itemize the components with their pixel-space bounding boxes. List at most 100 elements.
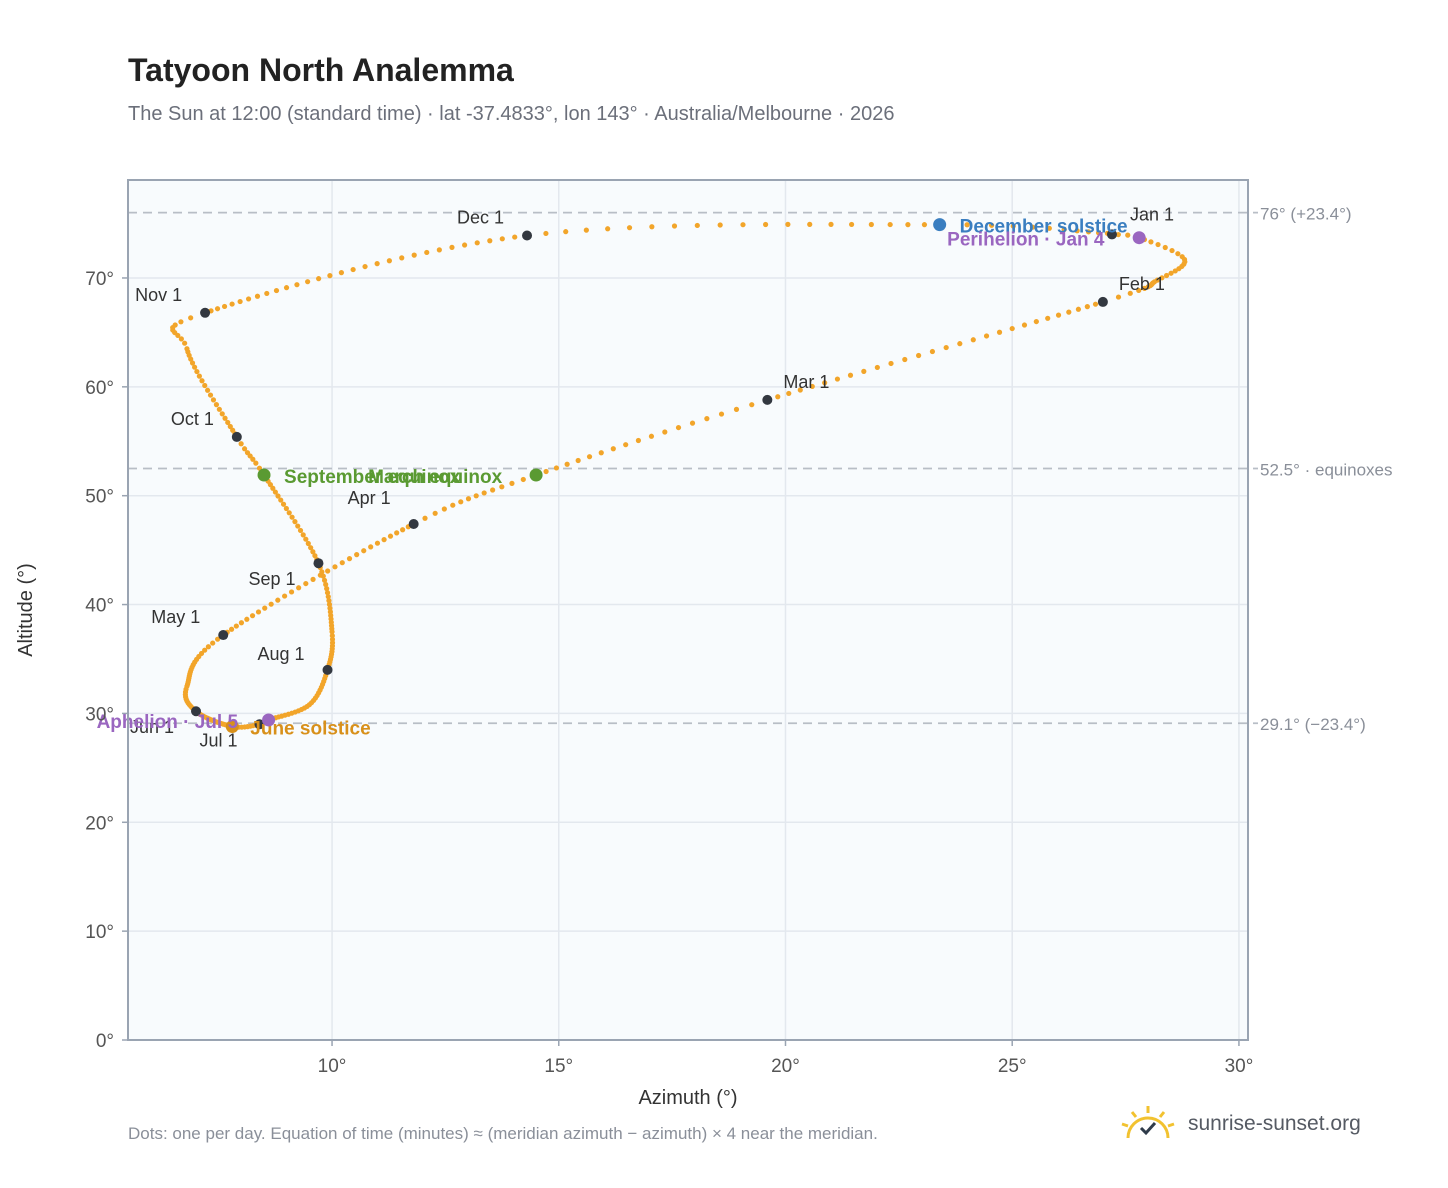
sun-check-icon <box>1121 1106 1175 1139</box>
x-tick-label: 15° <box>544 1056 573 1077</box>
day-dot <box>354 552 360 558</box>
day-dot <box>1127 290 1133 296</box>
day-dot <box>718 411 725 417</box>
x-tick-label: 25° <box>998 1056 1027 1077</box>
day-dot <box>319 569 325 575</box>
day-dot <box>441 506 447 512</box>
month-marker <box>762 394 773 405</box>
day-dot <box>178 336 184 342</box>
day-dot <box>207 392 214 398</box>
day-dot <box>704 416 710 422</box>
day-dot <box>487 238 493 244</box>
day-dot <box>244 616 250 622</box>
y-tick-label: 20° <box>85 813 114 834</box>
day-dot <box>361 548 367 554</box>
day-dot <box>610 446 616 452</box>
day-dot <box>1141 285 1148 291</box>
day-dot <box>374 540 381 546</box>
y-tick-label: 60° <box>85 378 114 399</box>
event-label: March equinox <box>368 467 503 488</box>
day-dot <box>983 333 990 339</box>
day-dot <box>916 352 922 359</box>
day-dot <box>1095 230 1102 236</box>
day-dot <box>210 397 217 403</box>
day-dot <box>861 368 867 374</box>
day-dot <box>1159 275 1165 281</box>
day-dot <box>929 348 936 355</box>
day-dot <box>449 244 455 250</box>
event-label: September equinox <box>284 467 461 488</box>
month-label: Mar 1 <box>783 372 829 392</box>
month-label: Jan 1 <box>1130 204 1174 224</box>
day-dot <box>262 605 268 611</box>
day-dot <box>326 598 332 604</box>
day-dot <box>325 594 331 600</box>
month-label: Aug 1 <box>258 644 305 664</box>
day-dot <box>387 533 394 539</box>
plot-frame <box>127 179 1249 1041</box>
day-dot <box>635 437 642 444</box>
day-dot <box>694 222 700 229</box>
day-dot <box>282 593 288 599</box>
day-dot <box>828 221 834 227</box>
day-dot <box>196 373 202 379</box>
day-dot <box>278 497 284 503</box>
day-dot <box>295 523 301 529</box>
month-marker <box>254 719 265 730</box>
day-dot <box>213 402 220 408</box>
day-dot <box>689 420 696 426</box>
day-dot <box>1066 309 1072 315</box>
day-dot <box>943 344 949 351</box>
y-tick-label: 0° <box>96 1031 114 1052</box>
day-dot <box>1115 231 1121 238</box>
reference-lines: 76° (+23.4°) 52.5° · equinoxes 29.1° (−23.… <box>128 205 1393 734</box>
day-dot <box>386 258 392 264</box>
day-dot <box>605 226 611 232</box>
day-dot <box>241 446 248 452</box>
day-dot <box>1010 223 1016 229</box>
month-marker <box>522 230 533 241</box>
event-marker <box>933 218 947 232</box>
day-dot <box>205 387 211 393</box>
day-dot <box>996 329 1003 335</box>
day-dot <box>957 341 963 347</box>
day-dot <box>575 457 581 464</box>
month-marker <box>1097 296 1108 307</box>
day-dot <box>797 387 803 393</box>
day-dot <box>192 364 198 370</box>
day-dot <box>272 489 278 495</box>
day-dot <box>623 442 629 448</box>
day-dot <box>717 222 723 228</box>
day-dot <box>275 597 281 603</box>
day-dot <box>233 623 239 629</box>
day-dot <box>238 620 245 626</box>
day-dot <box>329 636 336 642</box>
day-dot <box>188 315 194 321</box>
day-dot <box>1168 270 1174 276</box>
day-dot <box>222 415 228 421</box>
day-dot <box>381 537 387 543</box>
y-tick-label: 50° <box>85 487 114 508</box>
day-dot <box>264 290 270 297</box>
day-dot <box>964 222 970 228</box>
day-dot <box>436 247 442 253</box>
day-dot <box>868 221 874 228</box>
day-dot <box>626 225 633 231</box>
day-dot <box>210 640 216 646</box>
day-dot <box>253 460 259 466</box>
brand[interactable]: sunrise-sunset.org <box>1120 1104 1361 1144</box>
month-label: Jul 1 <box>199 730 237 750</box>
day-dot <box>296 585 302 591</box>
plot-area <box>128 180 1248 1040</box>
month-marker <box>313 558 324 569</box>
day-dot <box>219 411 225 417</box>
day-dot <box>1136 287 1142 294</box>
day-dot <box>474 240 480 246</box>
day-dot <box>184 346 190 352</box>
day-dot <box>305 279 311 285</box>
day-dot <box>1172 268 1178 274</box>
day-dot <box>305 540 311 547</box>
day-dot <box>921 222 928 228</box>
month-label: Oct 1 <box>171 409 214 429</box>
day-dot <box>303 580 309 587</box>
